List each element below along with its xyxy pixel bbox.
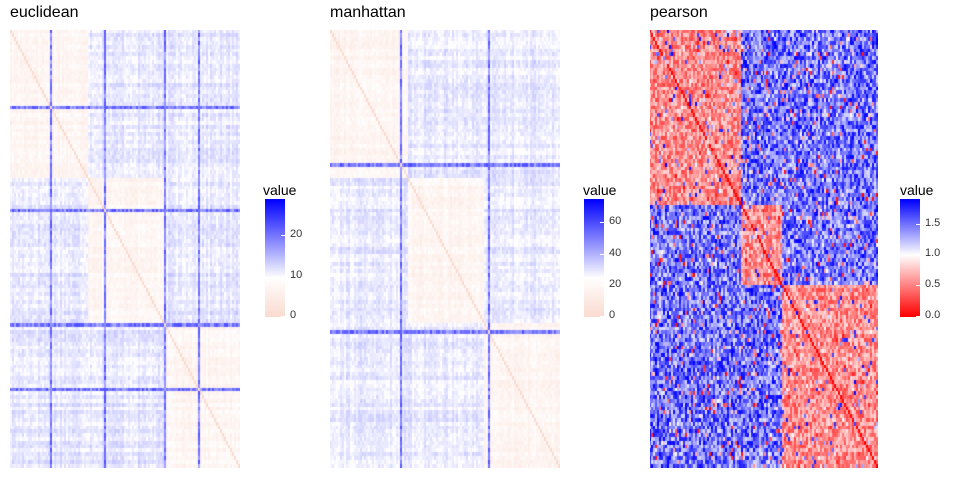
legend-tick-mark bbox=[916, 316, 920, 317]
legend-colorbar-pearson bbox=[900, 199, 920, 317]
legend-tick-label: 40 bbox=[609, 247, 622, 259]
legend-tick-mark bbox=[281, 276, 285, 277]
legend-tick-label: 10 bbox=[290, 269, 303, 281]
heatmap-manhattan bbox=[330, 30, 560, 468]
chart-title-euclidean: euclidean bbox=[10, 4, 79, 21]
legend-tick-label: 0.5 bbox=[925, 278, 941, 290]
legend-tick-mark bbox=[281, 316, 285, 317]
chart-title-pearson: pearson bbox=[650, 4, 708, 21]
legend-tick-label: 1.5 bbox=[925, 217, 941, 229]
legend-tick-mark bbox=[600, 254, 604, 255]
legend-title-manhattan: value bbox=[583, 182, 617, 198]
legend-tick-label: 1.0 bbox=[925, 247, 941, 259]
legend-tick-mark bbox=[916, 254, 920, 255]
legend-tick-label: 0.0 bbox=[925, 309, 941, 321]
heatmap-euclidean bbox=[10, 30, 240, 468]
legend-title-pearson: value bbox=[900, 182, 934, 198]
legend-title-euclidean: value bbox=[263, 182, 297, 198]
legend-tick-mark bbox=[600, 222, 604, 223]
legend-tick-label: 0 bbox=[609, 309, 616, 321]
legend-colorbar-manhattan bbox=[584, 199, 604, 317]
legend-tick-mark bbox=[916, 224, 920, 225]
legend-tick-mark bbox=[600, 316, 604, 317]
legend-tick-mark bbox=[281, 235, 285, 236]
legend-tick-mark bbox=[600, 285, 604, 286]
legend-colorbar-euclidean bbox=[265, 199, 285, 317]
legend-tick-label: 20 bbox=[290, 228, 303, 240]
chart-title-manhattan: manhattan bbox=[330, 4, 406, 21]
legend-tick-label: 20 bbox=[609, 278, 622, 290]
heatmap-pearson bbox=[650, 30, 878, 468]
legend-tick-mark bbox=[916, 285, 920, 286]
legend-tick-label: 60 bbox=[609, 215, 622, 227]
legend-tick-label: 0 bbox=[290, 309, 297, 321]
